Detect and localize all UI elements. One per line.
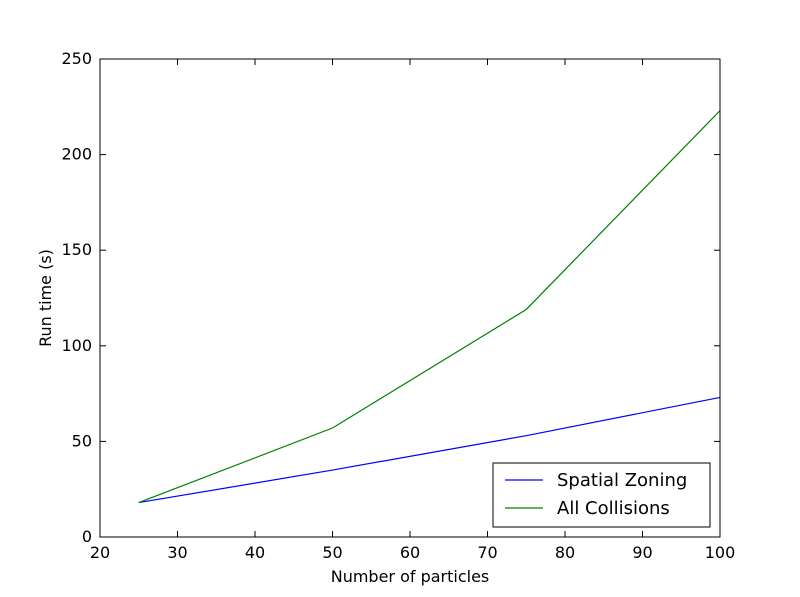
x-tick-label: 20 bbox=[90, 543, 110, 562]
series-line-1 bbox=[138, 396, 721, 504]
legend: Spatial Zoning All Collisions bbox=[492, 462, 711, 528]
legend-box bbox=[492, 462, 711, 528]
y-tick-label: 150 bbox=[61, 240, 92, 259]
x-tick-label: 100 bbox=[705, 543, 736, 562]
x-tick-label: 90 bbox=[632, 543, 652, 562]
y-tick-label: 100 bbox=[61, 336, 92, 355]
plot-marks bbox=[138, 110, 721, 504]
x-tick-label: 40 bbox=[245, 543, 265, 562]
y-tick-label: 200 bbox=[61, 145, 92, 164]
series-line-2 bbox=[138, 110, 721, 504]
y-tick-label: 0 bbox=[82, 527, 92, 546]
y-tick-label: 50 bbox=[72, 431, 92, 450]
x-tick-label: 50 bbox=[322, 543, 342, 562]
x-tick-label: 60 bbox=[400, 543, 420, 562]
legend-label-2: All Collisions bbox=[557, 498, 670, 519]
axis-tick-labels: 20 30 40 50 60 70 80 90 100 0 50 100 150 200 250 bbox=[61, 49, 735, 562]
x-tick-label: 70 bbox=[477, 543, 497, 562]
x-axis-label: Number of particles bbox=[331, 567, 490, 586]
y-tick-label: 250 bbox=[61, 49, 92, 68]
legend-label-1: Spatial Zoning bbox=[557, 470, 687, 491]
axis-ticks bbox=[99, 58, 721, 538]
x-tick-label: 30 bbox=[167, 543, 187, 562]
x-tick-label: 80 bbox=[555, 543, 575, 562]
y-axis-label: Run time (s) bbox=[36, 249, 55, 347]
